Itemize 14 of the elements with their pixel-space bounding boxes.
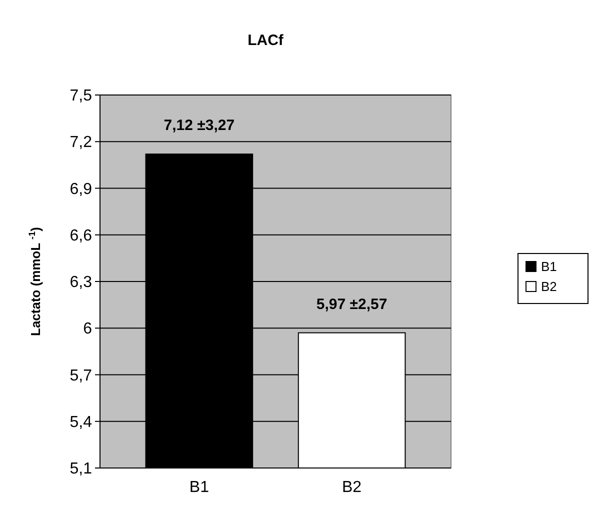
data-label: 7,12 ±3,27	[164, 117, 235, 134]
y-tick-label: 6	[83, 320, 92, 338]
chart-title: LACf	[248, 32, 284, 49]
y-tick-label: 5,7	[70, 367, 92, 384]
y-tick-label: 6,6	[70, 227, 92, 244]
y-tick-label: 6,3	[70, 274, 92, 292]
y-tick-label: 7,5	[70, 88, 92, 105]
y-tick-label: 5,1	[70, 460, 92, 478]
y-tick-label: 5,4	[70, 414, 92, 431]
y-tick-label: 6,9	[70, 180, 92, 198]
legend-label: B1	[541, 259, 557, 274]
legend-label: B2	[541, 279, 557, 294]
y-tick-label: 7,2	[70, 134, 92, 152]
data-label: 5,97 ±2,57	[316, 296, 388, 313]
